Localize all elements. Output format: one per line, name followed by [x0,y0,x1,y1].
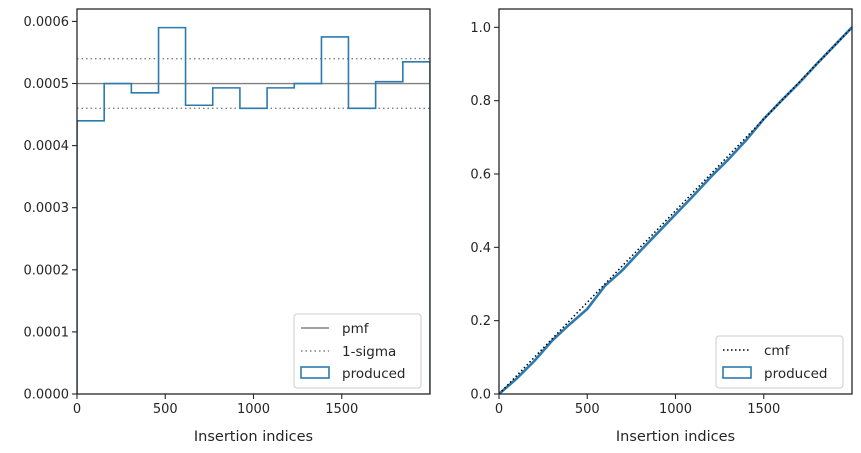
x-tick-label: 0 [73,402,81,417]
x-tick-label: 1500 [325,402,358,417]
legend-box [715,335,844,389]
x-tick-label: 500 [153,402,178,417]
legend-produced-label: produced [342,366,406,382]
cmf-cumulative-chart: 0 500 1000 1500 0.0 0.2 0.4 0.6 0.8 1.0 Insertion … [470,8,853,445]
x-tick-label: 0 [495,402,503,417]
x-tick-label: 500 [575,402,600,417]
pmf-histogram-chart: 0 500 1000 1500 0.0000 0.0001 0.0002 0.0003 0.00… [24,8,431,445]
y-tick-label: 0.0003 [24,201,70,216]
y-tick-label: 1.0 [470,21,491,36]
legend-sigma-label: 1-sigma [342,344,396,360]
y-tick-label: 0.0004 [24,139,70,154]
y-tick-label: 0.8 [470,94,491,109]
plot-frame [498,8,853,395]
legend-produced-swatch [300,366,330,379]
legend-produced-label: produced [764,366,828,382]
plot-frame [76,8,431,395]
y-tick-label: 0.2 [470,314,491,329]
y-tick-label: 0.0002 [24,263,70,278]
x-axis-label: Insertion indices [194,429,313,445]
legend-box [293,313,422,389]
cmf-line [499,26,852,394]
legend-pmf-label: pmf [342,321,370,337]
y-tick-label: 0.0001 [24,325,70,340]
produced-histogram [77,26,430,394]
x-tick-label: 1500 [747,402,780,417]
x-axis-label: Insertion indices [616,429,735,445]
x-tick-label: 1000 [659,402,692,417]
legend-produced-swatch [722,366,752,379]
y-tick-label: 0.4 [470,241,491,256]
x-tick-label: 1000 [237,402,270,417]
legend: pmf 1-sigma produced [293,313,422,389]
y-tick-label: 0.0000 [24,388,70,403]
produced-cumulative-line [499,26,852,394]
y-tick-label: 0.0006 [24,15,70,30]
y-tick-label: 0.0005 [24,77,70,92]
legend-cmf-label: cmf [764,343,791,359]
y-tick-label: 0.6 [470,168,491,183]
legend: cmf produced [715,335,844,389]
y-tick-label: 0.0 [470,388,491,403]
